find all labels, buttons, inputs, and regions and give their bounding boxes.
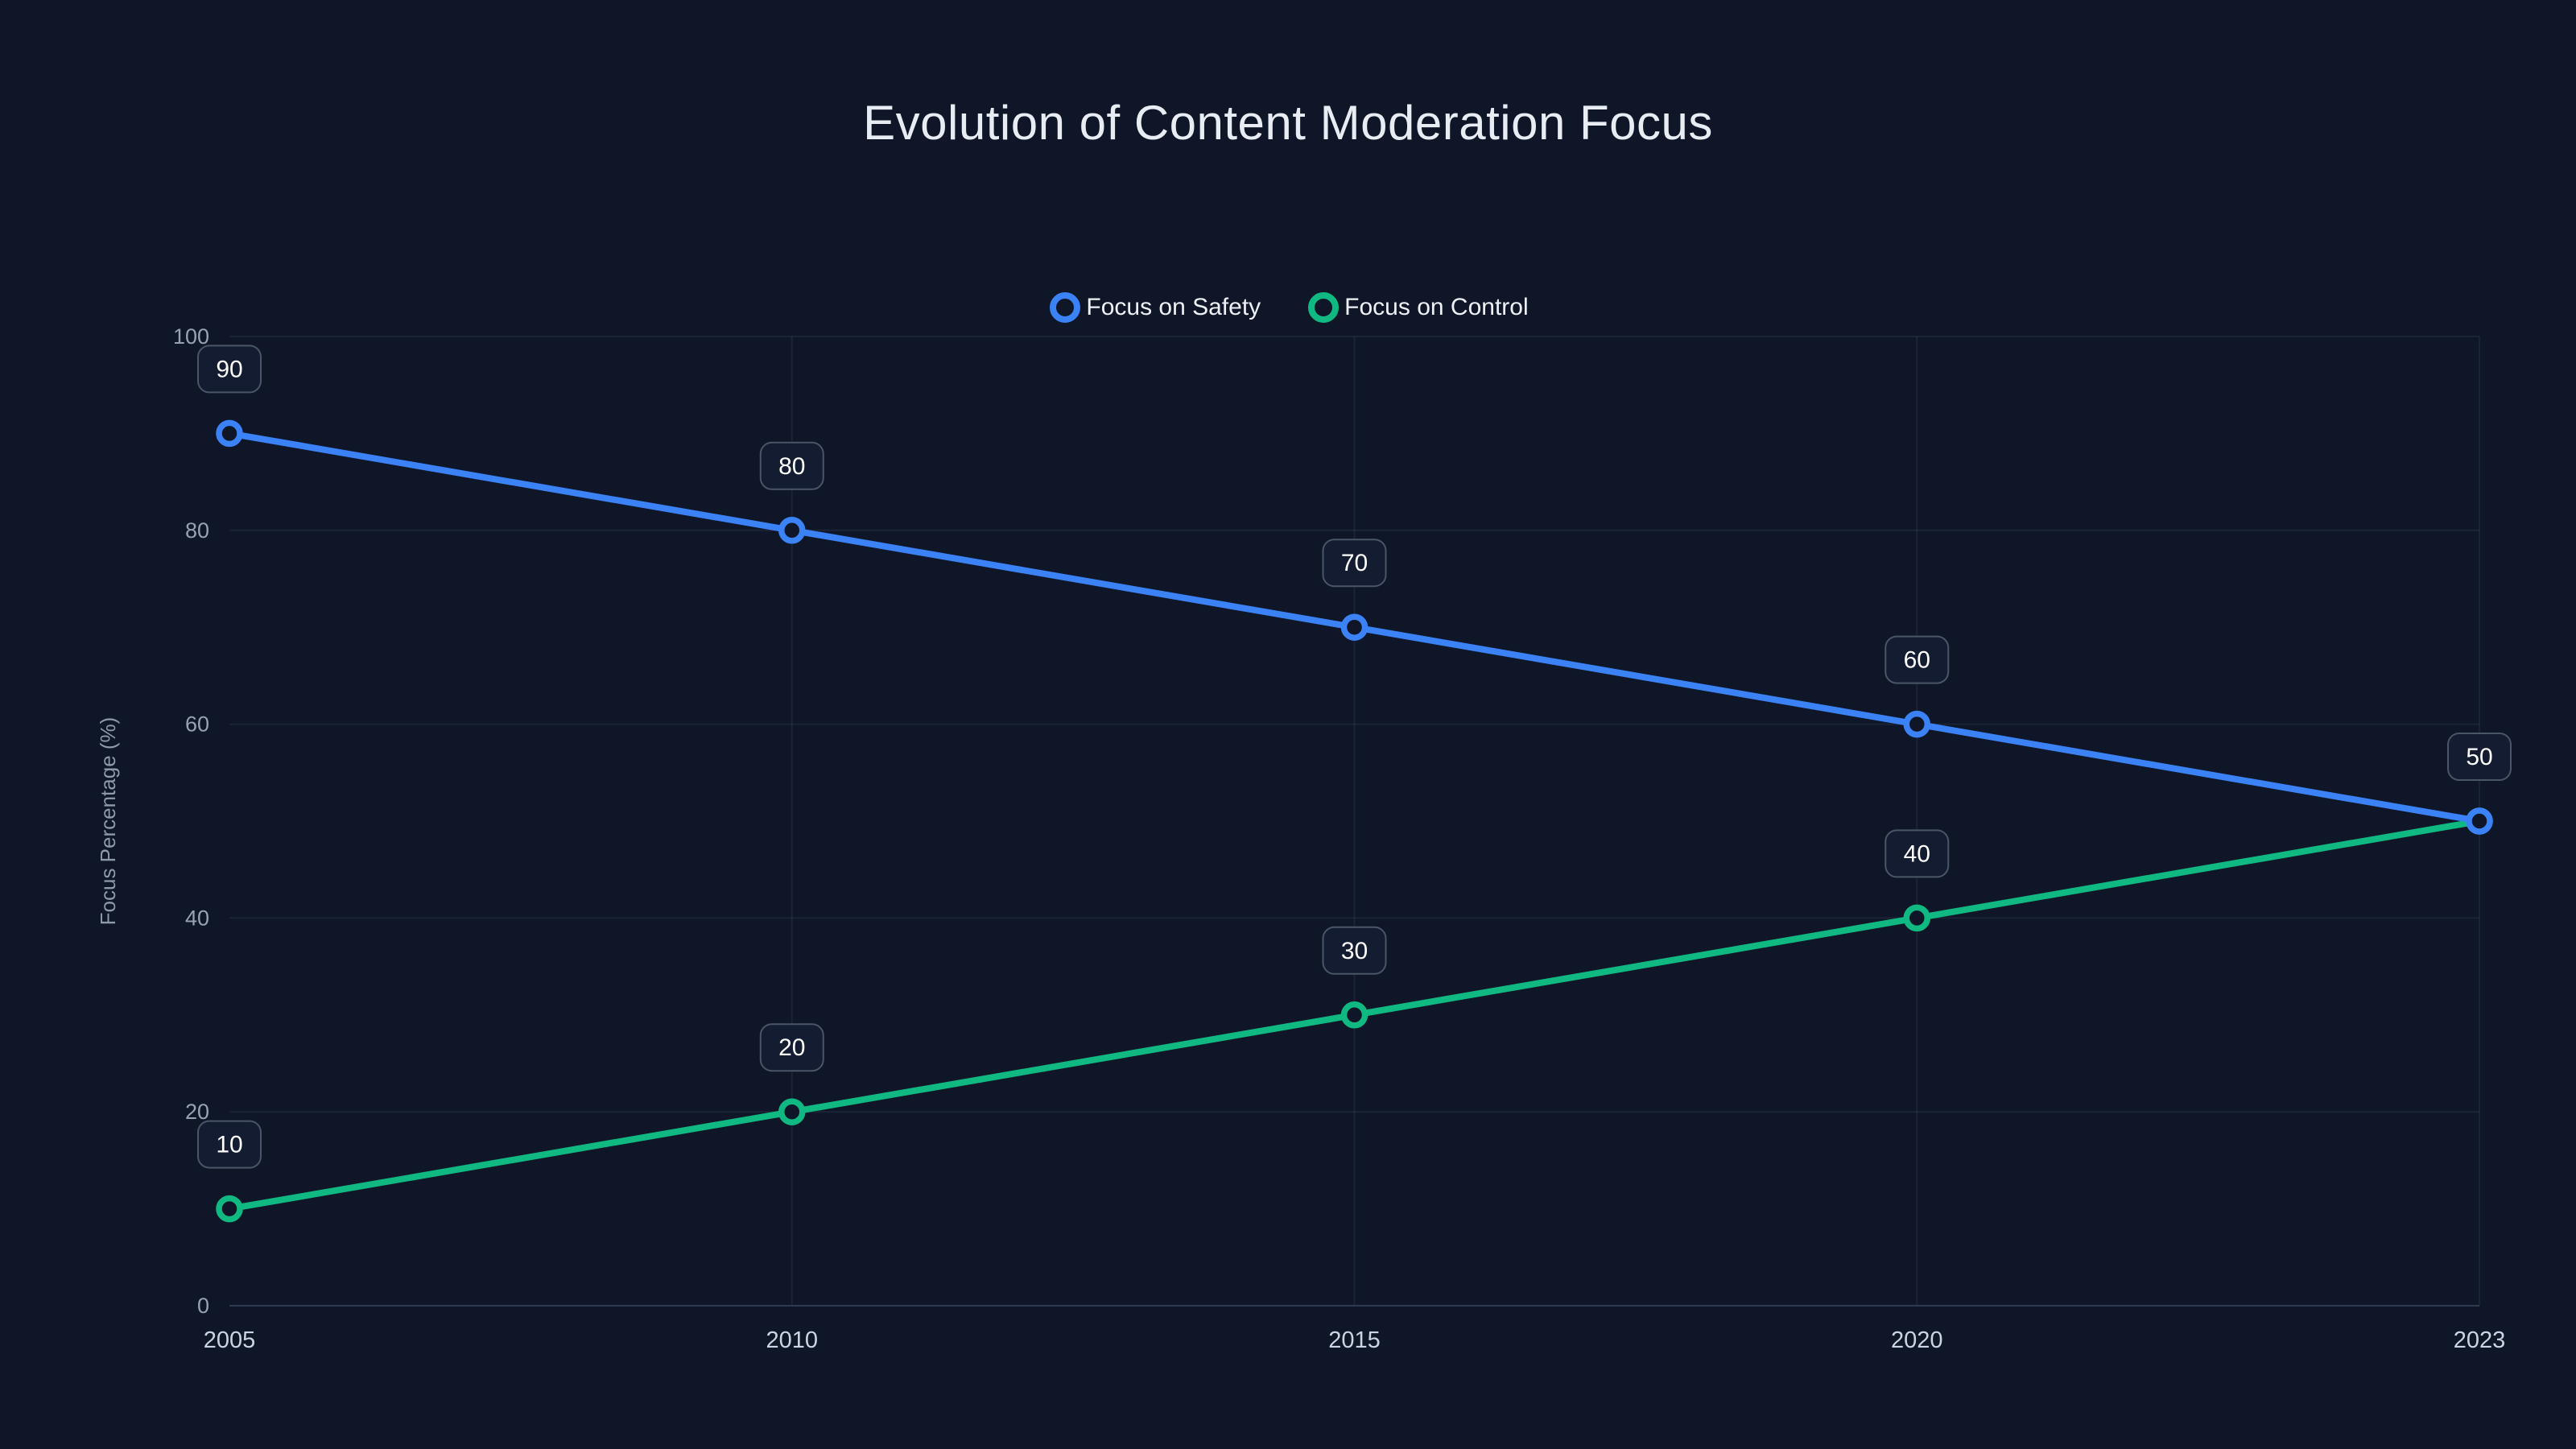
y-tick-label: 80 <box>185 518 209 543</box>
point-label-box <box>197 1120 262 1169</box>
point-label-box <box>759 1023 824 1072</box>
legend-item-safety[interactable]: Focus on Safety <box>1047 290 1261 325</box>
y-tick-label: 0 <box>197 1294 209 1318</box>
control-series-icon <box>1308 292 1340 323</box>
y-tick-label: 20 <box>185 1100 209 1124</box>
point-label-box <box>197 345 262 394</box>
data-point[interactable] <box>1903 904 1930 932</box>
chart-title: Evolution of Content Moderation Focus <box>863 96 1713 150</box>
y-tick-label: 60 <box>185 712 209 737</box>
point-label-box <box>1322 926 1387 975</box>
point-label: 20 <box>778 1034 805 1061</box>
point-label: 90 <box>216 356 242 382</box>
y-axis-title: Focus Percentage (%) <box>96 717 120 926</box>
data-point[interactable] <box>778 517 806 544</box>
data-point[interactable] <box>1903 710 1930 738</box>
data-point[interactable] <box>1340 613 1368 641</box>
point-label-box <box>759 441 824 490</box>
chart-legend: Focus on Safety Focus on Control <box>0 283 2576 332</box>
data-point[interactable] <box>1340 1001 1368 1029</box>
data-point[interactable] <box>778 1098 806 1125</box>
point-label: 60 <box>1904 647 1930 674</box>
y-tick-label: 100 <box>173 324 209 349</box>
point-label-box <box>1322 539 1387 588</box>
x-tick-label: 2005 <box>204 1327 256 1353</box>
legend-label-control: Focus on Control <box>1344 294 1529 320</box>
point-label: 80 <box>778 453 805 480</box>
point-label: 50 <box>2466 744 2492 770</box>
point-label: 70 <box>1341 550 1368 576</box>
x-tick-label: 2010 <box>766 1327 818 1353</box>
point-label-box <box>2447 733 2512 781</box>
data-point[interactable] <box>216 419 243 448</box>
data-point[interactable] <box>216 1195 243 1223</box>
point-label: 30 <box>1341 938 1368 964</box>
x-tick-label: 2015 <box>1328 1327 1381 1353</box>
legend-item-control[interactable]: Focus on Control <box>1306 290 1529 325</box>
x-tick-label: 2020 <box>1891 1327 1943 1353</box>
x-tick-label: 2023 <box>2454 1327 2506 1353</box>
data-point[interactable] <box>2466 807 2493 835</box>
safety-series-icon <box>1050 292 1081 323</box>
point-label-box <box>1885 635 1950 684</box>
point-label: 10 <box>216 1132 242 1158</box>
point-label: 40 <box>1904 840 1930 867</box>
point-label-box <box>1885 829 1950 878</box>
legend-label-safety: Focus on Safety <box>1086 294 1261 320</box>
y-tick-label: 40 <box>185 906 209 930</box>
